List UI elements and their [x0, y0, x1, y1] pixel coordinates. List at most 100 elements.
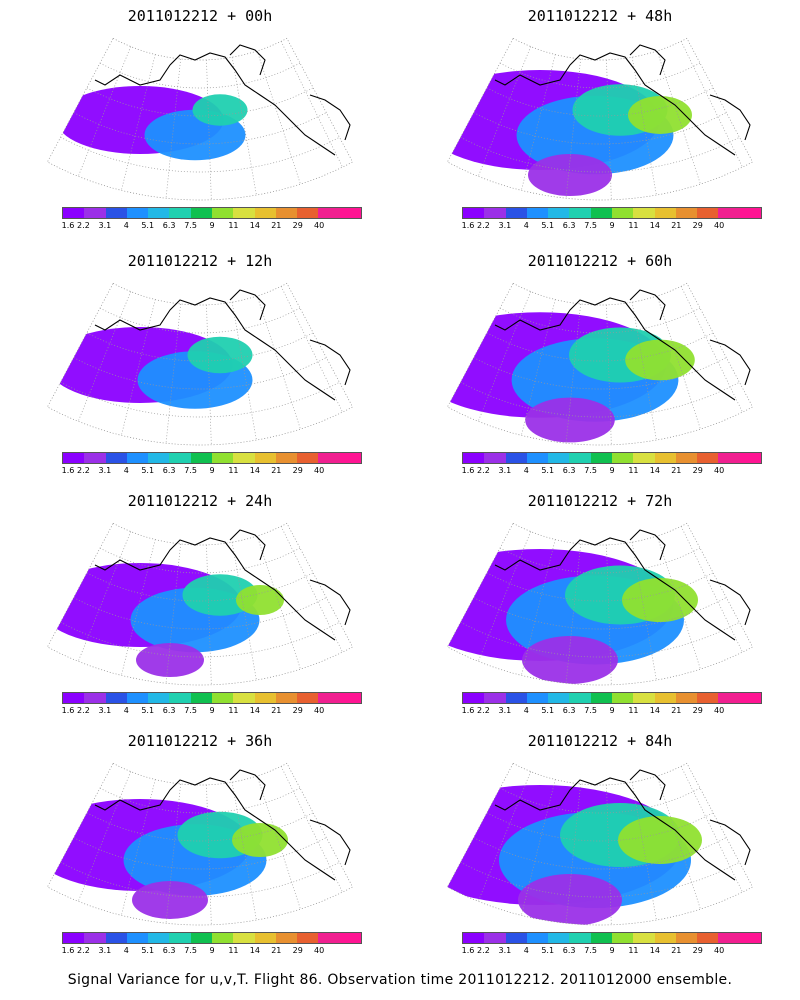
- colorbar-swatch: [526, 208, 549, 218]
- colorbar-tick-label: 21: [271, 706, 282, 715]
- colorbar-swatch: [505, 933, 527, 943]
- colorbar-tick-label: 1.6: [61, 466, 75, 475]
- colorbar: [462, 692, 762, 704]
- variance-region: [528, 154, 612, 196]
- colorbar-swatch: [590, 933, 612, 943]
- forecast-panel: 2011012212 + 72h 1.6 2.2 3.1 4 5.1 6.3 7.5 9 11 14…: [420, 490, 780, 725]
- variance-field: [447, 549, 698, 684]
- colorbar-swatch: [718, 933, 740, 943]
- variance-region: [522, 636, 618, 684]
- colorbar-tick-label: 14: [649, 221, 660, 230]
- colorbar-tick-label: 1.6: [461, 946, 475, 955]
- colorbar-tick-label: 6.3: [162, 466, 176, 475]
- colorbar-swatch: [654, 208, 676, 218]
- colorbar-swatch: [590, 453, 612, 463]
- colorbar-swatch: [339, 453, 361, 463]
- colorbar-swatch: [169, 693, 191, 703]
- colorbar-tick-label: 7.5: [184, 221, 197, 230]
- colorbar: [462, 207, 762, 219]
- colorbar-swatch: [463, 933, 485, 943]
- colorbar-swatch: [633, 693, 655, 703]
- colorbar-swatch: [526, 693, 549, 703]
- colorbar-tick-label: 2.2: [477, 706, 490, 715]
- colorbar-tick-label: 9: [609, 706, 615, 715]
- colorbar-tick-label: 5.1: [141, 946, 155, 955]
- colorbar-swatch: [233, 208, 255, 218]
- colorbar-ticks: 1.6 2.2 3.1 4 5.1 6.3 7.5 9 11 14 21 29 40: [62, 466, 362, 478]
- colorbar-swatch: [548, 933, 570, 943]
- colorbar-tick-label: 11: [228, 946, 239, 955]
- colorbar-tick-label: 6.3: [162, 221, 176, 230]
- coastline: [494, 289, 751, 401]
- colorbar-tick-label: 9: [209, 466, 215, 475]
- colorbar-swatch: [211, 933, 234, 943]
- forecast-panel: 2011012212 + 00h 1.6 2.2 3.1 4 5.1 6.3 7.5 9 11 14…: [20, 5, 380, 240]
- colorbar-swatch: [526, 453, 549, 463]
- colorbar-tick-label: 40: [714, 706, 725, 715]
- polar-map: [446, 37, 754, 201]
- panel-title: 2011012212 + 24h: [127, 492, 273, 510]
- colorbar-swatch: [675, 693, 698, 703]
- colorbar-ticks: 1.6 2.2 3.1 4 5.1 6.3 7.5 9 11 14 21 29 40: [462, 221, 762, 233]
- colorbar: [62, 452, 362, 464]
- colorbar-tick-label: 5.1: [541, 466, 555, 475]
- panel-title: 2011012212 + 72h: [527, 492, 673, 510]
- polar-map: [46, 282, 354, 446]
- colorbar-tick-label: 29: [292, 466, 303, 475]
- variance-region: [236, 585, 284, 615]
- colorbar-swatch: [484, 693, 506, 703]
- colorbar-tick-label: 3.1: [498, 946, 512, 955]
- colorbar-ticks: 1.6 2.2 3.1 4 5.1 6.3 7.5 9 11 14 21 29 40: [462, 466, 762, 478]
- colorbar-tick-label: 1.6: [461, 466, 475, 475]
- forecast-panel: 2011012212 + 12h 1.6 2.2 3.1 4 5.1 6.3 7.5 9 11 14…: [20, 250, 380, 485]
- colorbar-swatch: [105, 693, 127, 703]
- colorbar-tick-label: 7.5: [184, 466, 197, 475]
- variance-region: [187, 336, 253, 374]
- colorbar-tick-label: 21: [671, 221, 682, 230]
- colorbar-tick-label: 29: [692, 466, 703, 475]
- colorbar-tick-label: 6.3: [562, 466, 576, 475]
- colorbar-swatch: [84, 208, 106, 218]
- colorbar-tick-label: 29: [692, 946, 703, 955]
- colorbar-swatch: [675, 453, 698, 463]
- colorbar-swatch: [126, 693, 149, 703]
- colorbar-swatch: [297, 693, 319, 703]
- colorbar-swatch: [484, 453, 506, 463]
- colorbar: [462, 932, 762, 944]
- colorbar-swatch: [318, 208, 340, 218]
- colorbar-swatch: [63, 693, 85, 703]
- colorbar-tick-label: 9: [209, 221, 215, 230]
- colorbar-tick-label: 14: [249, 466, 260, 475]
- colorbar-tick-label: 3.1: [498, 221, 512, 230]
- colorbar-ticks: 1.6 2.2 3.1 4 5.1 6.3 7.5 9 11 14 21 29 40: [462, 946, 762, 958]
- colorbar-swatch: [548, 693, 570, 703]
- colorbar-tick-label: 1.6: [461, 706, 475, 715]
- colorbar: [62, 207, 362, 219]
- forecast-panel: 2011012212 + 36h 1.6 2.2 3.1 4 5.1 6.3 7.5 9 11 14…: [20, 730, 380, 965]
- polar-map: [46, 522, 354, 686]
- coastline: [494, 769, 751, 881]
- colorbar-tick-label: 7.5: [184, 706, 197, 715]
- colorbar-tick-label: 11: [628, 706, 639, 715]
- colorbar-swatch: [633, 933, 655, 943]
- colorbar-tick-label: 9: [609, 466, 615, 475]
- colorbar-tick-label: 11: [228, 466, 239, 475]
- colorbar-tick-label: 7.5: [584, 466, 597, 475]
- colorbar-swatch: [105, 453, 127, 463]
- colorbar-ticks: 1.6 2.2 3.1 4 5.1 6.3 7.5 9 11 14 21 29 40: [462, 706, 762, 718]
- colorbar-swatch: [233, 453, 255, 463]
- colorbar-tick-label: 7.5: [584, 221, 597, 230]
- colorbar-swatch: [654, 453, 676, 463]
- forecast-panel: 2011012212 + 48h 1.6 2.2 3.1 4 5.1 6.3 7.5 9 11 14…: [420, 5, 780, 240]
- colorbar-tick-label: 7.5: [184, 946, 197, 955]
- colorbar-swatch: [190, 933, 212, 943]
- colorbar-tick-label: 2.2: [77, 466, 90, 475]
- colorbar-swatch: [611, 453, 634, 463]
- colorbar-swatch: [275, 208, 298, 218]
- colorbar-ticks: 1.6 2.2 3.1 4 5.1 6.3 7.5 9 11 14 21 29 40: [62, 946, 362, 958]
- colorbar-tick-label: 40: [314, 221, 325, 230]
- colorbar-tick-label: 5.1: [541, 221, 555, 230]
- colorbar-swatch: [548, 453, 570, 463]
- colorbar-tick-label: 9: [209, 946, 215, 955]
- colorbar-swatch: [463, 208, 485, 218]
